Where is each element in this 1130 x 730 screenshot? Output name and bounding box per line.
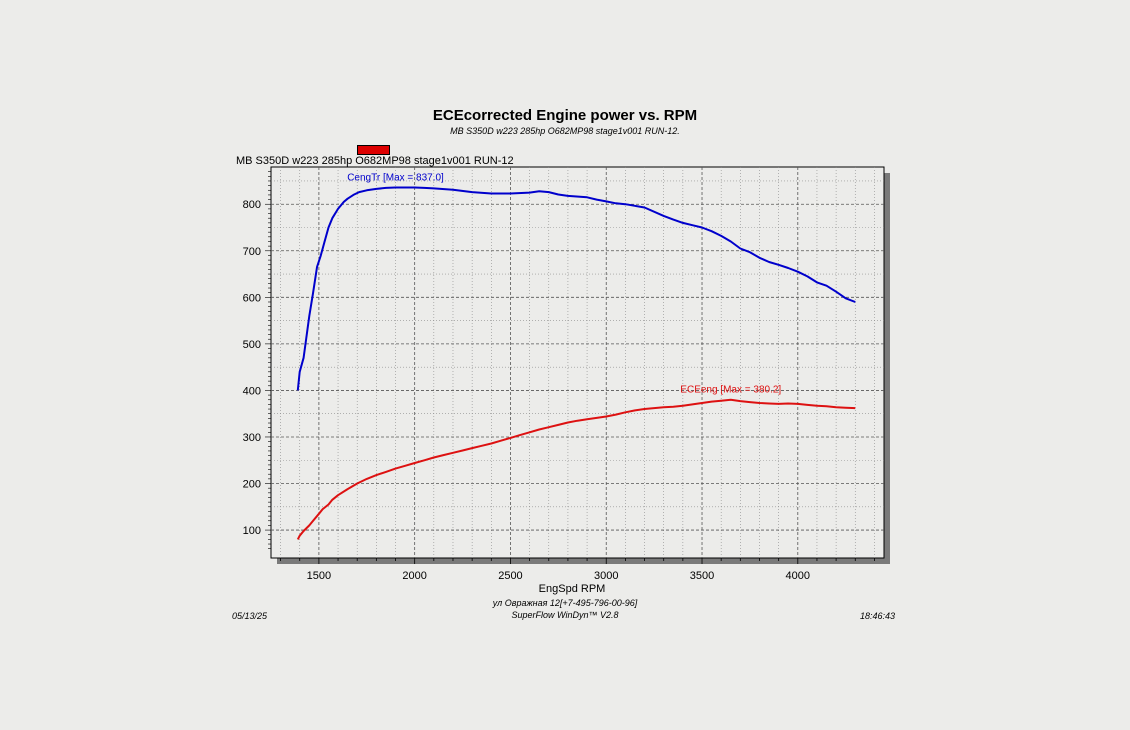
- series-line-cengtr: [296, 186, 856, 391]
- grid-lines: [271, 167, 884, 558]
- y-tick-label: 100: [243, 525, 261, 537]
- footer-date: 05/13/25: [232, 611, 268, 621]
- x-tick-label: 2500: [498, 570, 522, 582]
- legend-label: MB S350D w223 285hp O682MP98 stage1v001 …: [236, 155, 514, 167]
- series-lines: [296, 186, 856, 540]
- y-tick-label: 200: [243, 479, 261, 491]
- x-tick-label: 4000: [786, 570, 810, 582]
- y-tick-label: 500: [243, 339, 261, 351]
- y-tick-label: 700: [243, 246, 261, 258]
- minor-ticks: [265, 171, 875, 564]
- series-annotations: CengTr [Max = 837.0] ECEeng [Max = 380.2]: [347, 172, 781, 395]
- x-tick-label: 2000: [402, 570, 426, 582]
- y-tick-label: 600: [243, 292, 261, 304]
- footer-time: 18:46:43: [860, 611, 896, 621]
- x-tick-label: 3000: [594, 570, 618, 582]
- chart-subtitle: MB S350D w223 285hp O682MP98 stage1v001 …: [450, 126, 680, 136]
- y-tick-label: 400: [243, 385, 261, 397]
- legend-color-swatch: [357, 145, 390, 155]
- footer-software: SuperFlow WinDyn™ V2.8: [511, 610, 619, 620]
- x-axis-label: EngSpd RPM: [539, 583, 606, 595]
- x-tick-label: 1500: [307, 570, 331, 582]
- series-annotation-cengtr: CengTr [Max = 837.0]: [347, 172, 444, 183]
- series-annotation-eceeng: ECEeng [Max = 380.2]: [680, 385, 781, 396]
- x-tick-label: 3500: [690, 570, 714, 582]
- series-line-eceeng: [296, 398, 856, 540]
- chart-title: ECEcorrected Engine power vs. RPM: [432, 107, 698, 124]
- footer-address: ул Овражная 12[+7-495-796-00-96]: [492, 598, 638, 608]
- y-tick-label: 800: [243, 199, 261, 211]
- y-tick-label: 300: [243, 432, 261, 444]
- plot-area: [270, 166, 885, 559]
- tick-labels: 1500 2000 2500 3000 3500 4000 100 200 300 400 500 6…: [243, 199, 810, 582]
